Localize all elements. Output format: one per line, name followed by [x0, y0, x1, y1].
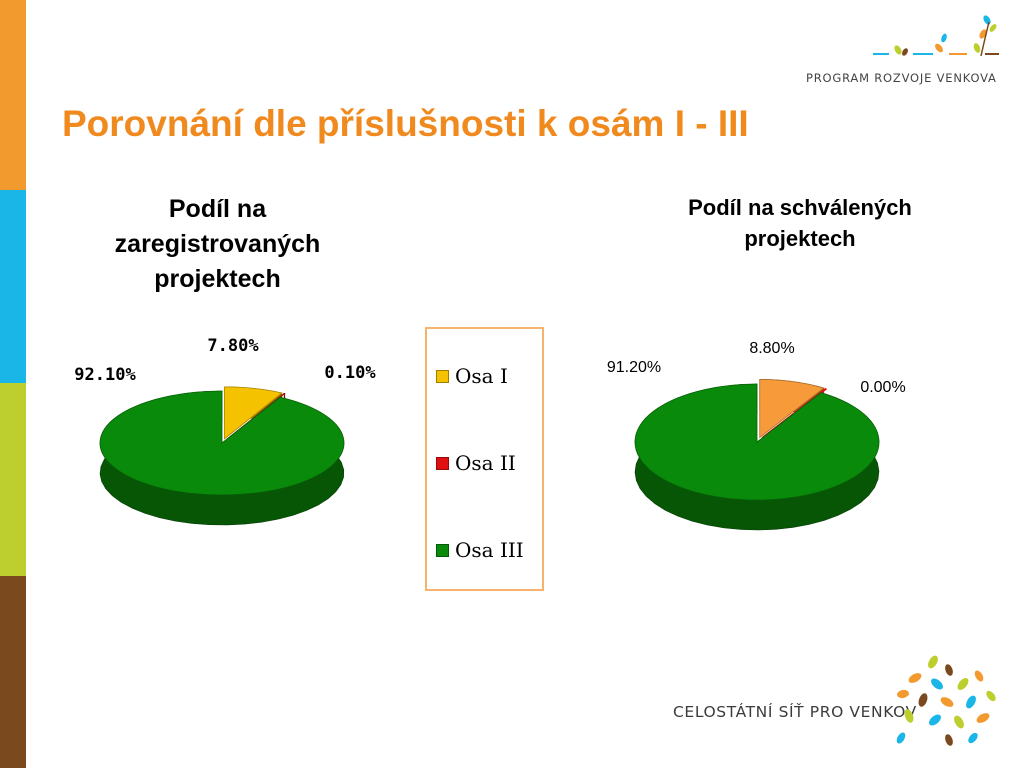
logo-leaves-icon — [896, 655, 996, 746]
slide-title: Porovnání dle příslušnosti k osám I - II… — [62, 103, 749, 144]
chart-title-line: Podíl na — [168, 195, 267, 223]
logo-text-bottom: CELOSTÁTNÍ SÍŤ PRO VENKOV — [673, 703, 917, 721]
legend-label: Osa I — [455, 364, 508, 388]
pie-slice-3 — [99, 390, 345, 496]
legend-swatch — [436, 369, 449, 383]
legend-item-osa-1: Osa I — [436, 364, 508, 388]
logo-text-top: PROGRAM ROZVOJE VENKOVA — [806, 71, 997, 85]
pie-chart-2: 8.80% 0.00% 91.20% — [607, 340, 906, 531]
sidebar-lime — [0, 383, 26, 576]
chart-legend: Osa I Osa II Osa III — [425, 327, 544, 591]
pie-data-label: 8.80% — [749, 340, 794, 357]
chart-title-line: projektech — [154, 265, 281, 293]
program-rozvoje-venkova-logo — [873, 15, 999, 57]
pie-slice-3 — [634, 383, 880, 501]
pie-data-label: 0.10% — [324, 363, 376, 383]
chart-title-line: Podíl na schválených — [688, 195, 912, 220]
pie-data-label: 92.10% — [74, 365, 136, 385]
pie-data-label: 7.80% — [207, 336, 259, 356]
pie-data-label: 0.00% — [860, 379, 905, 396]
sidebar-orange — [0, 0, 26, 190]
chart-title-line: projektech — [744, 226, 856, 251]
legend-label: Osa II — [455, 451, 516, 475]
pie-slice-1 — [224, 386, 283, 440]
sidebar-blue — [0, 190, 26, 383]
chart-title-approved: Podíl na schválených projektech — [620, 192, 980, 254]
pie-data-label: 91.20% — [607, 359, 661, 376]
chart-title-line: zaregistrovaných — [114, 230, 321, 258]
legend-swatch — [436, 543, 449, 557]
sidebar-brown — [0, 576, 26, 768]
legend-swatch — [436, 456, 449, 470]
celostatni-sit-logo — [896, 655, 996, 746]
chart-title-registered: Podíl na zaregistrovaných projektech — [60, 192, 375, 297]
legend-item-osa-2: Osa II — [436, 451, 516, 475]
pie-slice-1 — [759, 379, 825, 439]
logo-sprouts-icon — [873, 15, 999, 57]
pie-chart-1: 7.80% 0.10% 92.10% — [74, 336, 376, 526]
legend-item-osa-3: Osa III — [436, 538, 524, 562]
legend-label: Osa III — [455, 538, 524, 562]
